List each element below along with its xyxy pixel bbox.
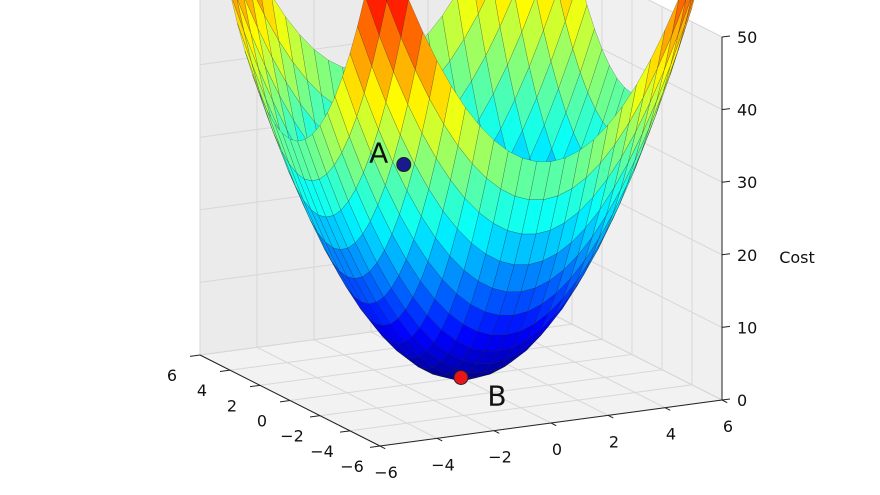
y-tick-label: 2 (227, 396, 237, 415)
surface-patch (442, 0, 465, 62)
x-tick-mark (493, 430, 500, 434)
z-tick-mark (721, 35, 731, 38)
y-tick-label: 0 (257, 412, 267, 431)
x-tick-label: −2 (488, 448, 512, 467)
point-a-label: A (369, 137, 388, 170)
z-tick-label: 10 (737, 318, 757, 337)
point-b-label: B (487, 380, 506, 413)
z-tick-label: 40 (737, 101, 757, 120)
point-markers: AB (369, 137, 506, 413)
z-tick-label: 20 (737, 246, 757, 265)
y-tick-label: −4 (310, 442, 334, 461)
x-tick-mark (721, 399, 728, 404)
surface-patch (565, 0, 588, 50)
y-tick-mark (219, 369, 231, 373)
axis-lines (189, 35, 731, 450)
surface-patch (685, 0, 694, 24)
point-b-marker (453, 370, 469, 385)
x-tick-mark (664, 407, 671, 411)
z-tick-label: 30 (737, 173, 757, 192)
z-tick-mark (721, 398, 731, 401)
y-tick-label: −6 (340, 457, 364, 476)
surface-patch (678, 0, 691, 34)
y-tick-mark (279, 400, 291, 403)
surface-patch (521, 0, 544, 68)
y-tick-mark (189, 354, 201, 357)
x-tick-label: 4 (666, 425, 676, 444)
surface-patch (677, 0, 695, 52)
y-tick-label: −2 (280, 427, 304, 446)
surface-patch (232, 0, 245, 33)
x-tick-label: 0 (552, 440, 562, 459)
x-tick-mark (607, 414, 614, 419)
surface-patch (671, 0, 686, 36)
surface-patch (457, 0, 479, 41)
x-tick-mark (550, 422, 557, 427)
z-axis-label: Cost (779, 248, 815, 267)
z-tick-label: 0 (737, 391, 747, 410)
y-tick-mark (369, 445, 381, 448)
z-tick-mark (721, 108, 731, 111)
z-tick-mark (721, 180, 731, 183)
point-a-marker (396, 157, 412, 173)
gridline-z (647, 0, 723, 38)
x-tick-mark (436, 437, 443, 442)
cost-surface (231, 0, 695, 380)
x-tick-label: −4 (431, 455, 455, 474)
surface-patch (475, 0, 486, 15)
surface-patch (261, 0, 280, 41)
y-tick-label: 6 (167, 366, 177, 385)
x-tick-mark (379, 445, 386, 450)
z-tick-label: 50 (737, 28, 757, 47)
surface-patch (559, 0, 573, 23)
surface-patch (245, 0, 259, 29)
y-tick-mark (339, 430, 351, 433)
y-tick-mark (249, 384, 261, 388)
x-tick-label: 2 (609, 432, 619, 451)
surface-patch (572, 4, 595, 74)
y-tick-mark (309, 415, 321, 418)
z-tick-mark (721, 253, 731, 256)
z-tick-mark (721, 325, 731, 328)
surface-patch (478, 0, 501, 57)
y-tick-label: 4 (197, 381, 207, 400)
x-tick-label: −6 (374, 463, 398, 482)
x-tick-label: 6 (723, 417, 733, 436)
